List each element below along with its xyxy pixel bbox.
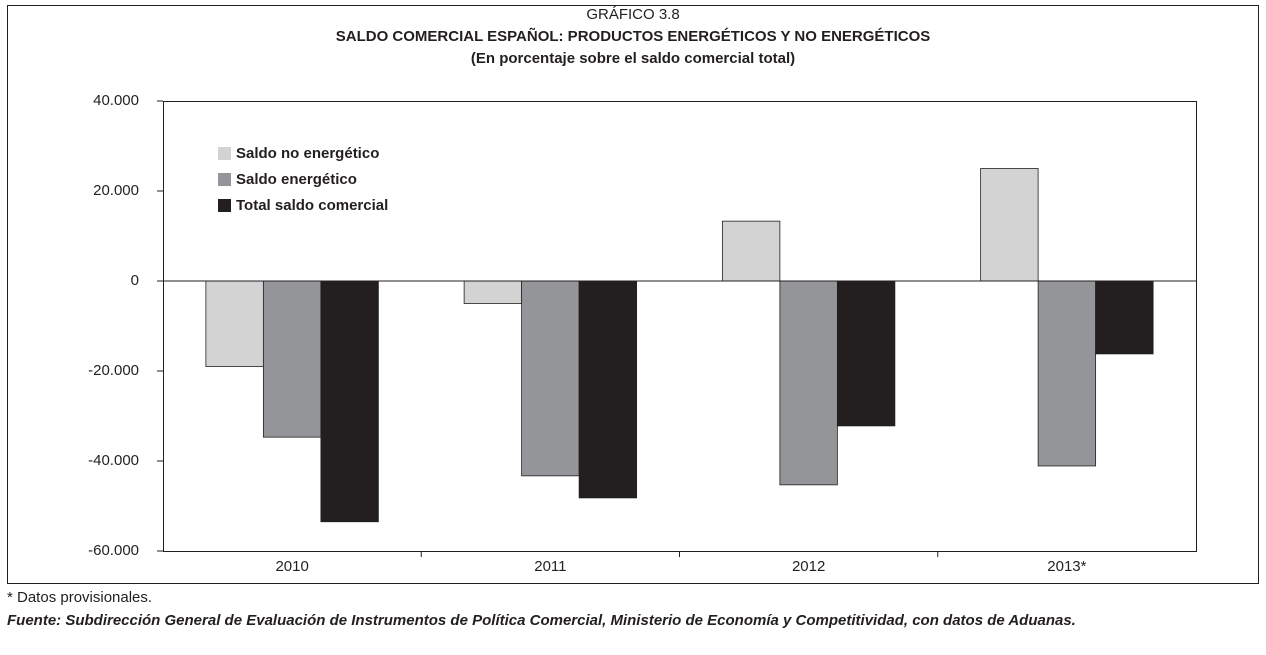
y-tick-label: 20.000	[93, 182, 139, 199]
bar	[320, 280, 379, 523]
bar	[262, 280, 322, 438]
subtitle: (En porcentaje sobre el saldo comercial …	[471, 50, 795, 67]
legend-swatch	[218, 147, 231, 160]
source: Fuente: Subdirección General de Evaluaci…	[7, 612, 1076, 629]
y-tick-label: -40.000	[88, 452, 139, 469]
y-tick-label: 40.000	[93, 92, 139, 109]
y-tick-label: -60.000	[88, 542, 139, 559]
chart-title: SALDO COMERCIAL ESPAÑOL: PRODUCTOS ENERG…	[336, 27, 931, 45]
legend-label: Total saldo comercial	[236, 197, 388, 214]
bar	[1037, 280, 1097, 467]
legend-label: Saldo energético	[236, 171, 357, 188]
x-tick-label: 2010	[275, 558, 308, 575]
bar	[578, 280, 638, 499]
bar	[721, 220, 781, 282]
footnote: * Datos provisionales.	[7, 589, 153, 606]
x-tick-label: 2012	[792, 558, 825, 575]
bar	[1095, 280, 1154, 355]
bar	[463, 280, 523, 304]
y-tick-label: -20.000	[88, 362, 139, 379]
chart: GRÁFICO 3.8 SALDO COMERCIAL ESPAÑOL: PRO…	[7, 5, 1259, 584]
bar	[980, 168, 1039, 282]
legend-swatch	[218, 173, 231, 186]
legend-label: Saldo no energético	[236, 145, 379, 162]
bar	[779, 280, 838, 486]
frame	[7, 5, 1259, 584]
x-tick-label: 2013*	[1047, 558, 1086, 575]
bar	[836, 280, 896, 427]
bar	[205, 280, 264, 367]
y-tick-label: 0	[131, 272, 139, 289]
legend-swatch	[218, 199, 231, 212]
x-tick-label: 2011	[534, 558, 566, 575]
supertitle: GRÁFICO 3.8	[586, 6, 679, 23]
bar	[521, 280, 580, 477]
